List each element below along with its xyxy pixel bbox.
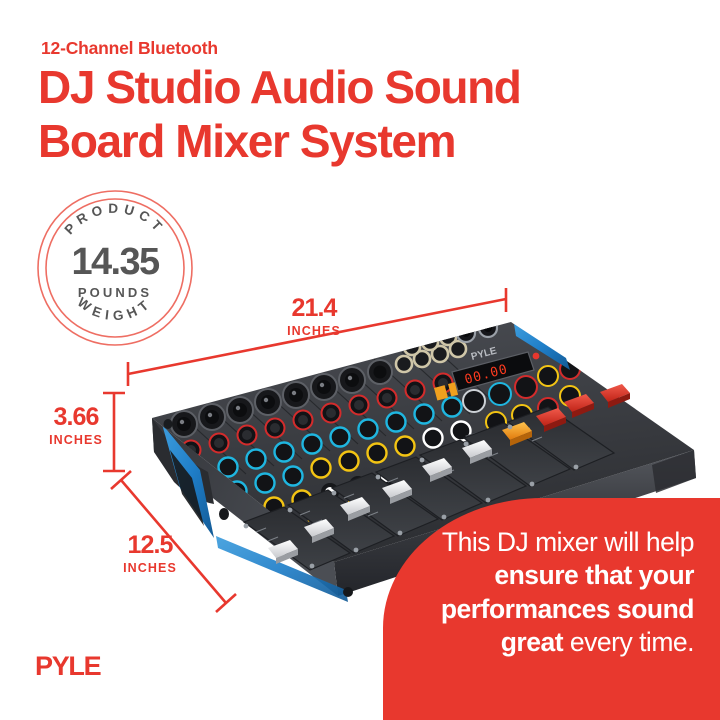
fader-cap-white [268,440,492,564]
page-title-line2: Board Mixer System [38,115,456,168]
callout-text: This DJ mixer will help ensure that your… [420,526,695,660]
fader-cap-orange [502,422,532,446]
dimension-label-height: 3.66 INCHES [49,403,103,448]
callout-part1: This DJ mixer will help [441,527,695,557]
dj-mode-indicator [434,382,459,401]
page-title-line1: DJ Studio Audio Sound [38,61,522,113]
dimension-label-depth: 12.5 INCHES [123,531,177,576]
callout-emphasis: ensure that your performances sound grea… [440,560,695,658]
badge-outer-ring [37,190,193,346]
knob-row-gain [180,372,454,461]
panel-screws [243,424,579,569]
callout-panel: This DJ mixer will help ensure that your… [383,498,720,720]
product-weight-badge: PRODUCT WEIGHT 14.35 POUNDS [36,189,194,347]
dimension-label-width: 21.4 INCHES [287,294,341,339]
badge-arc-top-text: PRODUCT [62,201,169,237]
xlr-jack-row [170,359,393,438]
badge-weight-value: 14.35 [71,241,160,283]
brand-logo: PYLE [35,651,102,681]
badge-inner-ring [45,198,185,338]
knob-row-high [189,396,463,485]
fader-bank [242,384,630,571]
eyebrow-subtitle: 12-Channel Bluetooth [41,38,218,58]
fader-cap-red [536,384,630,432]
callout-part3: every time. [563,627,695,658]
page-title: DJ Studio Audio Sound Board Mixer System [38,60,678,169]
side-rail-right [514,324,570,370]
badge-weight-unit: POUNDS [77,285,153,300]
mixer-top-deck [152,322,694,562]
